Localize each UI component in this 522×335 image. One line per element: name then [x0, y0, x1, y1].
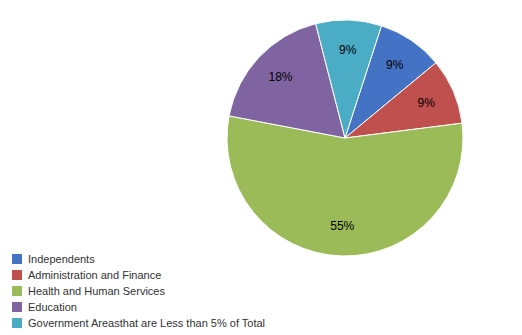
data-label: 9%: [386, 58, 404, 72]
legend-swatch: [12, 254, 22, 264]
pie: [227, 20, 463, 256]
legend-swatch: [12, 286, 22, 296]
chart-container: 9% 9% 55% 18% 9% Independents Administration a…: [0, 0, 522, 335]
pie-slice: [316, 20, 382, 138]
data-label: 18%: [268, 70, 292, 84]
chart: 9% 9% 55% 18% 9% Independents Administration a…: [0, 0, 522, 335]
legend-label: Independents: [28, 253, 95, 265]
data-label: 9%: [339, 43, 357, 57]
legend-swatch: [12, 302, 22, 312]
data-labels: 9% 9% 55% 18% 9%: [268, 43, 435, 234]
legend-swatch: [12, 318, 22, 328]
legend-label: Government Areasthat are Less than 5% of…: [28, 317, 265, 329]
data-label: 55%: [330, 219, 354, 233]
legend-swatch: [12, 270, 22, 280]
legend-label: Administration and Finance: [28, 269, 161, 281]
legend-label: Education: [28, 301, 77, 313]
legend: Independents Administration and Finance He…: [12, 253, 265, 329]
data-label: 9%: [418, 96, 436, 110]
legend-label: Health and Human Services: [28, 285, 165, 297]
